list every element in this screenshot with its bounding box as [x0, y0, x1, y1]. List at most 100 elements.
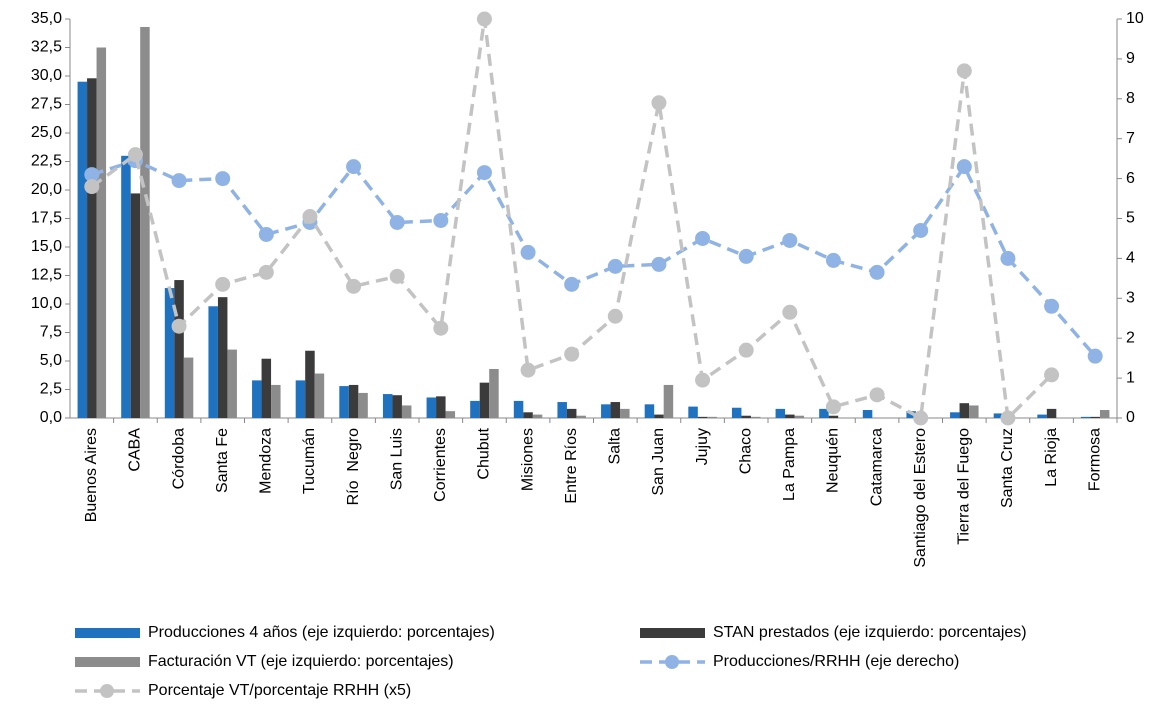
line-marker	[346, 159, 362, 175]
line-marker	[913, 222, 929, 238]
legend-label: Producciones 4 años (eje izquierdo: porc…	[148, 624, 495, 641]
x-tick-label: Tucumán	[301, 428, 318, 494]
bar	[348, 384, 359, 418]
bar	[532, 414, 543, 418]
line-marker	[215, 276, 231, 292]
x-tick-label: Jujuy	[694, 428, 711, 465]
bar	[969, 405, 979, 418]
line-marker	[695, 230, 711, 246]
y-tick-label: 12,5	[31, 267, 62, 284]
line-marker	[869, 387, 885, 403]
x-tick-label: La Pampa	[781, 428, 798, 501]
y-tick-label: 7,5	[40, 324, 62, 341]
bar	[470, 400, 480, 418]
bar	[819, 408, 829, 418]
bar	[610, 402, 621, 418]
x-tick-label: Formosa	[1086, 428, 1103, 491]
line-marker	[258, 226, 274, 242]
y2-tick-label: 5	[1126, 210, 1135, 227]
bar	[130, 193, 141, 418]
line-marker	[825, 399, 841, 415]
bar	[217, 297, 228, 418]
x-tick-label: Misiones	[519, 428, 536, 491]
y2-tick-label: 6	[1126, 170, 1135, 187]
legend-swatch	[75, 628, 140, 638]
line-marker	[476, 165, 492, 181]
line-marker	[564, 346, 580, 362]
legend-marker	[665, 655, 679, 669]
y-tick-label: 5,0	[40, 352, 62, 369]
y-tick-label: 27,5	[31, 96, 62, 113]
y2-tick-label: 1	[1126, 369, 1135, 386]
line-marker	[84, 179, 100, 195]
bar	[358, 392, 368, 418]
legend-label: Facturación VT (eje izquierdo: porcentaj…	[148, 653, 454, 670]
line-marker	[433, 320, 449, 336]
line-marker	[476, 11, 492, 27]
bar	[1080, 416, 1091, 418]
x-tick-label: Entre Ríos	[563, 428, 580, 504]
bar	[688, 406, 698, 418]
y-tick-label: 15,0	[31, 238, 62, 255]
x-tick-label: Corrientes	[432, 428, 449, 502]
bar	[862, 410, 873, 418]
bar	[750, 416, 761, 418]
y2-tick-label: 3	[1126, 290, 1135, 307]
y2-tick-label: 2	[1126, 329, 1135, 346]
bar	[993, 413, 1004, 418]
x-tick-label: Córdoba	[170, 428, 187, 489]
y2-tick-label: 7	[1126, 130, 1135, 147]
x-tick-label: Chubut	[476, 427, 493, 479]
y-tick-label: 32,5	[31, 39, 62, 56]
bar	[828, 415, 839, 418]
bar	[87, 78, 97, 418]
line-marker	[1000, 250, 1016, 266]
x-tick-label: San Juan	[650, 428, 667, 496]
line-marker	[433, 212, 449, 228]
x-tick-label: Santiago del Estero	[912, 428, 929, 568]
bar	[252, 380, 262, 418]
bar	[620, 408, 630, 418]
line-marker	[695, 372, 711, 388]
y-tick-label: 35,0	[31, 10, 62, 27]
line-marker	[1000, 410, 1016, 426]
line-marker	[346, 278, 362, 294]
line-marker	[956, 63, 972, 79]
line-marker	[1044, 367, 1060, 383]
x-tick-label: Tierra del Fuego	[956, 428, 973, 545]
bar	[227, 349, 237, 418]
line-marker	[913, 410, 929, 426]
line-marker	[738, 342, 754, 358]
x-tick-label: Buenos Aires	[83, 428, 100, 522]
x-tick-label: Santa Fe	[214, 428, 231, 493]
bar	[697, 416, 708, 418]
line-marker	[302, 209, 318, 225]
line-marker	[171, 173, 187, 189]
bar	[314, 373, 325, 418]
line-marker	[127, 147, 143, 163]
line-marker	[258, 264, 274, 280]
bar	[401, 405, 412, 418]
bar	[775, 408, 786, 418]
bar	[121, 155, 131, 419]
y-tick-label: 22,5	[31, 153, 62, 170]
line-marker	[1044, 298, 1060, 314]
line-marker	[520, 244, 536, 260]
bar	[445, 411, 456, 418]
line-marker	[520, 362, 536, 378]
bar	[261, 358, 272, 418]
legend-swatch	[75, 657, 140, 667]
line-marker	[956, 159, 972, 175]
bar	[644, 404, 655, 418]
line-marker	[389, 268, 405, 284]
bar	[489, 368, 499, 418]
bar	[96, 47, 107, 418]
bar	[731, 407, 742, 418]
legend-marker	[100, 684, 114, 698]
bar	[1046, 408, 1057, 418]
bar	[785, 414, 795, 418]
bar	[663, 384, 674, 418]
line-marker	[782, 304, 798, 320]
bar	[576, 415, 586, 418]
